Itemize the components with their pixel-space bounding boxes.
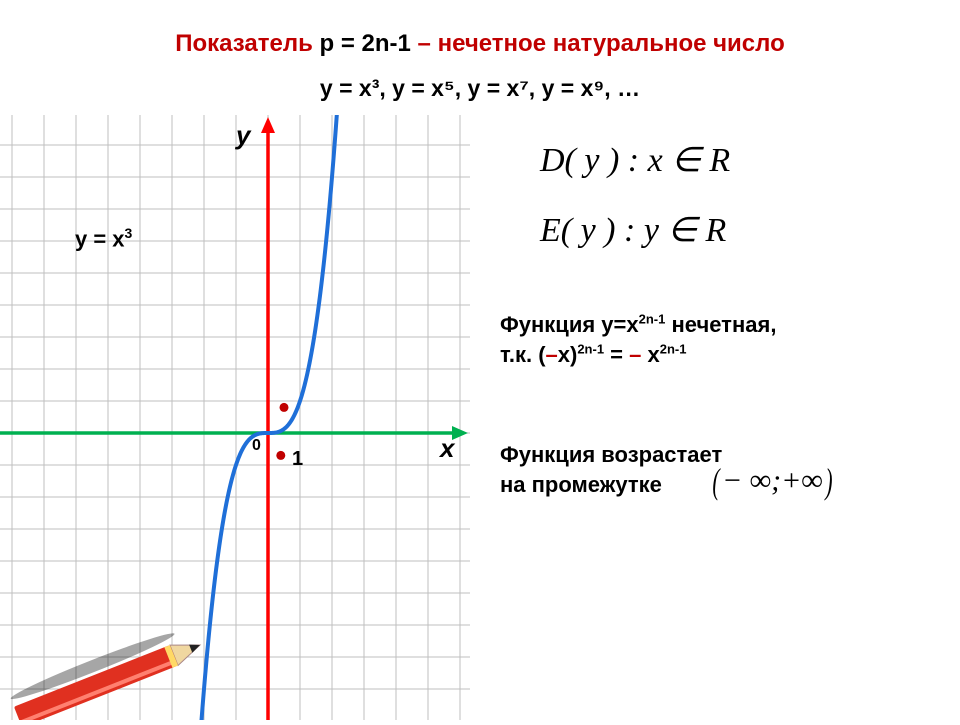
incr-l1: Функция возрастает — [500, 442, 722, 467]
odd-l1sup: 2n-1 — [639, 312, 666, 327]
odd-l2d: х — [641, 342, 659, 367]
odd-l2c: = — [604, 342, 629, 367]
function-label-text: у = х — [75, 226, 125, 251]
interval-text: − ∞;+∞ — [722, 464, 823, 497]
function-label-sup: 3 — [125, 225, 133, 241]
examples-line: у = х³, у = х⁵, у = х⁷, у = х⁹, … — [0, 75, 960, 102]
graph-svg — [0, 115, 470, 720]
function-label: у = х3 — [75, 225, 132, 252]
range-line: E( y ) : y ∈ R — [540, 210, 726, 250]
origin-label: 0 — [252, 437, 261, 455]
y-axis-label: у — [236, 120, 250, 151]
increasing-block: Функция возрастает на промежутке — [500, 440, 722, 499]
x-axis-label: х — [440, 433, 454, 464]
odd-neg2: – — [629, 342, 641, 367]
odd-neg1: – — [546, 342, 558, 367]
odd-l1a: Функция у=х — [500, 312, 639, 337]
title: Показатель р = 2n-1 – нечетное натуральн… — [0, 30, 960, 58]
graph — [0, 115, 470, 715]
title-part2: р = 2n-1 — [320, 30, 411, 57]
title-part3: – нечетное натуральное число — [411, 30, 785, 57]
title-part1: Показатель — [175, 30, 319, 57]
one-label: 1 — [292, 448, 303, 471]
domain-line: D( y ) : x ∈ R — [540, 140, 730, 180]
odd-l2b: х) — [558, 342, 578, 367]
odd-l1b: нечетная, — [665, 312, 776, 337]
odd-l2sup1: 2n-1 — [577, 341, 604, 356]
odd-function-block: Функция у=х2n-1 нечетная, т.к. (–х)2n-1 … — [500, 310, 776, 369]
odd-l2sup2: 2n-1 — [660, 341, 687, 356]
odd-l2a: т.к. ( — [500, 342, 546, 367]
interval-label: (− ∞;+∞) — [710, 460, 835, 502]
incr-l2: на промежутке — [500, 472, 662, 497]
